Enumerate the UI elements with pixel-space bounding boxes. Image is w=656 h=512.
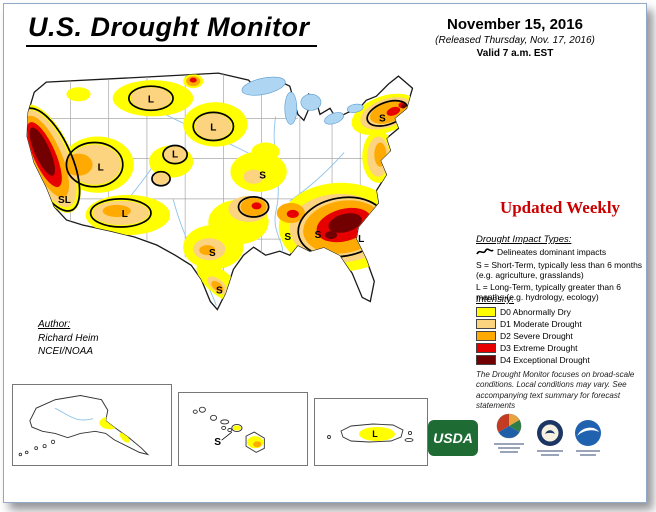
map-label-stx: S	[216, 285, 223, 296]
d2-label: D2 Severe Drought	[500, 331, 573, 341]
d4-label: D4 Exceptional Drought	[500, 355, 590, 365]
map-label-az: L	[122, 209, 128, 220]
usda-logo: USDA	[428, 420, 478, 456]
legend-item-d2: D2 Severe Drought	[476, 331, 646, 341]
map-label-ks: S	[259, 171, 266, 182]
d1-label: D1 Moderate Drought	[500, 319, 582, 329]
date-block: November 15, 2016 (Released Thursday, No…	[396, 16, 634, 59]
hawaiian-islands	[192, 406, 265, 453]
conus-drought-map: L L L L SL L S S S S S L S	[26, 72, 414, 311]
vieques-island	[404, 437, 414, 443]
release-date: (Released Thursday, Nov. 17, 2016)	[435, 35, 595, 46]
alaska-outline	[29, 395, 150, 456]
d0-label: D0 Abnormally Dry	[500, 307, 571, 317]
legend-item-d3: D3 Extreme Drought	[476, 343, 646, 353]
author-label: Author:	[38, 319, 71, 330]
impact-line-icon	[476, 248, 494, 255]
updated-weekly-note: Updated Weekly	[499, 198, 621, 217]
impact-legend: Drought Impact Types: Delineates dominan…	[476, 234, 646, 304]
great-lakes	[241, 76, 364, 125]
intensity-legend-title: Intensity:	[476, 294, 515, 305]
noaa-logo-icon	[575, 420, 601, 456]
author-org: NCEI/NOAA	[38, 346, 94, 357]
d1-swatch	[476, 319, 496, 329]
d4-swatch	[476, 355, 496, 365]
hawaii-label-pointer	[221, 431, 233, 441]
map-label-pr: L	[372, 429, 378, 439]
legend-item-d0: D0 Abnormally Dry	[476, 307, 646, 317]
valid-time: Valid 7 a.m. EST	[476, 48, 554, 59]
d0-swatch	[476, 307, 496, 317]
commerce-seal-icon	[537, 420, 563, 456]
impact-type-labels: L L L L SL L S S S S S L S	[58, 94, 386, 296]
page-title: U.S. Drought Monitor	[26, 12, 318, 47]
map-label-nv: L	[98, 163, 104, 174]
map-label-ca: SL	[58, 195, 71, 206]
impact-long-term-text: L = Long-Term, typically greater than 6 …	[476, 281, 621, 303]
map-label-wtx: S	[209, 248, 216, 259]
impact-short-term-text: S = Short-Term, typically less than 6 mo…	[476, 259, 643, 280]
legend-item-d4: D4 Exceptional Drought	[476, 355, 646, 365]
intensity-legend: Intensity: D0 Abnormally Dry D1 Moderate…	[476, 294, 646, 367]
ndmc-logo-icon	[494, 413, 524, 453]
d3-label: D3 Extreme Drought	[500, 343, 578, 353]
disclaimer-text: The Drought Monitor focuses on broad-sca…	[476, 370, 635, 411]
puerto-rico-inset-map: L	[314, 398, 428, 466]
legend-item-d1: D1 Moderate Drought	[476, 319, 646, 329]
map-label-ga: L	[358, 234, 364, 245]
impact-delineates-text: Delineates dominant impacts	[497, 247, 607, 258]
impact-legend-title: Drought Impact Types:	[476, 234, 572, 245]
map-label-hi: S	[214, 437, 221, 448]
map-label-mt: L	[148, 94, 154, 105]
d4-exceptional-drought-regions	[29, 104, 406, 240]
culebra-island	[407, 430, 413, 436]
map-label-sd: L	[210, 122, 216, 133]
hawaii-inset-map: S	[178, 392, 308, 466]
alaska-inset-map	[12, 384, 172, 466]
map-label-ne: S	[379, 113, 386, 124]
map-label-se: S	[315, 230, 322, 241]
drought-monitor-page: U.S. Drought Monitor November 15, 2016 (…	[3, 3, 647, 503]
d2-swatch	[476, 331, 496, 341]
map-date: November 15, 2016	[447, 16, 583, 33]
aleutian-islands	[18, 439, 56, 457]
author-name: Richard Heim	[38, 332, 99, 344]
mona-island	[327, 435, 331, 439]
map-label-wy: L	[172, 150, 178, 161]
d3-swatch	[476, 343, 496, 353]
map-label-ar: S	[284, 232, 291, 243]
author-block: Author: Richard Heim NCEI/NOAA	[38, 318, 99, 359]
